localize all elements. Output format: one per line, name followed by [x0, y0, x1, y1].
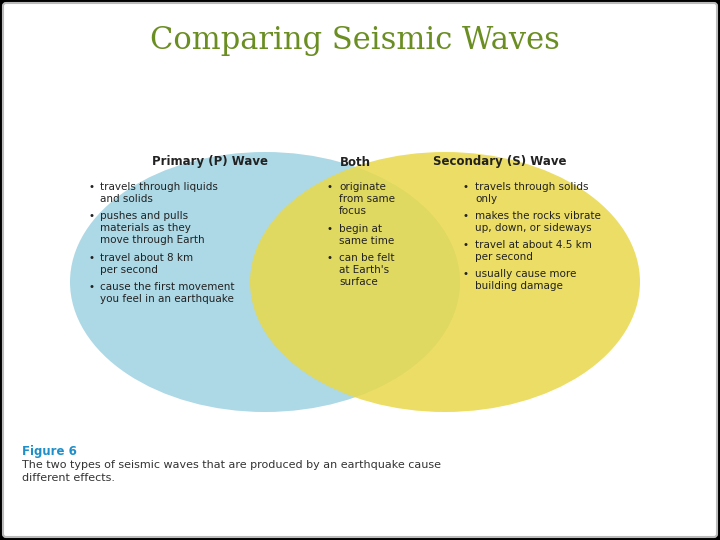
Text: •: •: [88, 253, 94, 263]
Text: cause the first movement
you feel in an earthquake: cause the first movement you feel in an …: [100, 282, 235, 304]
Text: Figure 6: Figure 6: [22, 445, 77, 458]
Text: begin at
same time: begin at same time: [339, 224, 395, 246]
Text: •: •: [463, 269, 469, 279]
FancyBboxPatch shape: [3, 3, 717, 537]
Text: pushes and pulls
materials as they
move through Earth: pushes and pulls materials as they move …: [100, 211, 204, 245]
Text: travels through solids
only: travels through solids only: [475, 182, 588, 204]
Text: makes the rocks vibrate
up, down, or sideways: makes the rocks vibrate up, down, or sid…: [475, 211, 601, 233]
Text: •: •: [327, 253, 333, 263]
Text: •: •: [88, 282, 94, 292]
Text: travel about 8 km
per second: travel about 8 km per second: [100, 253, 193, 275]
Text: Primary (P) Wave: Primary (P) Wave: [152, 156, 268, 168]
Text: •: •: [88, 182, 94, 192]
Text: Both: Both: [340, 156, 371, 168]
Ellipse shape: [250, 152, 640, 412]
Text: Comparing Seismic Waves: Comparing Seismic Waves: [150, 24, 560, 56]
Text: •: •: [463, 240, 469, 250]
Ellipse shape: [70, 152, 460, 412]
Text: •: •: [327, 182, 333, 192]
Text: travel at about 4.5 km
per second: travel at about 4.5 km per second: [475, 240, 592, 262]
Text: travels through liquids
and solids: travels through liquids and solids: [100, 182, 218, 204]
Text: originate
from same
focus: originate from same focus: [339, 182, 395, 216]
Text: usually cause more
building damage: usually cause more building damage: [475, 269, 577, 291]
Text: can be felt
at Earth's
surface: can be felt at Earth's surface: [339, 253, 395, 287]
Text: •: •: [327, 224, 333, 234]
Text: •: •: [463, 182, 469, 192]
Text: Secondary (S) Wave: Secondary (S) Wave: [433, 156, 567, 168]
Text: •: •: [463, 211, 469, 221]
Text: The two types of seismic waves that are produced by an earthquake cause
differen: The two types of seismic waves that are …: [22, 460, 441, 483]
Text: •: •: [88, 211, 94, 221]
